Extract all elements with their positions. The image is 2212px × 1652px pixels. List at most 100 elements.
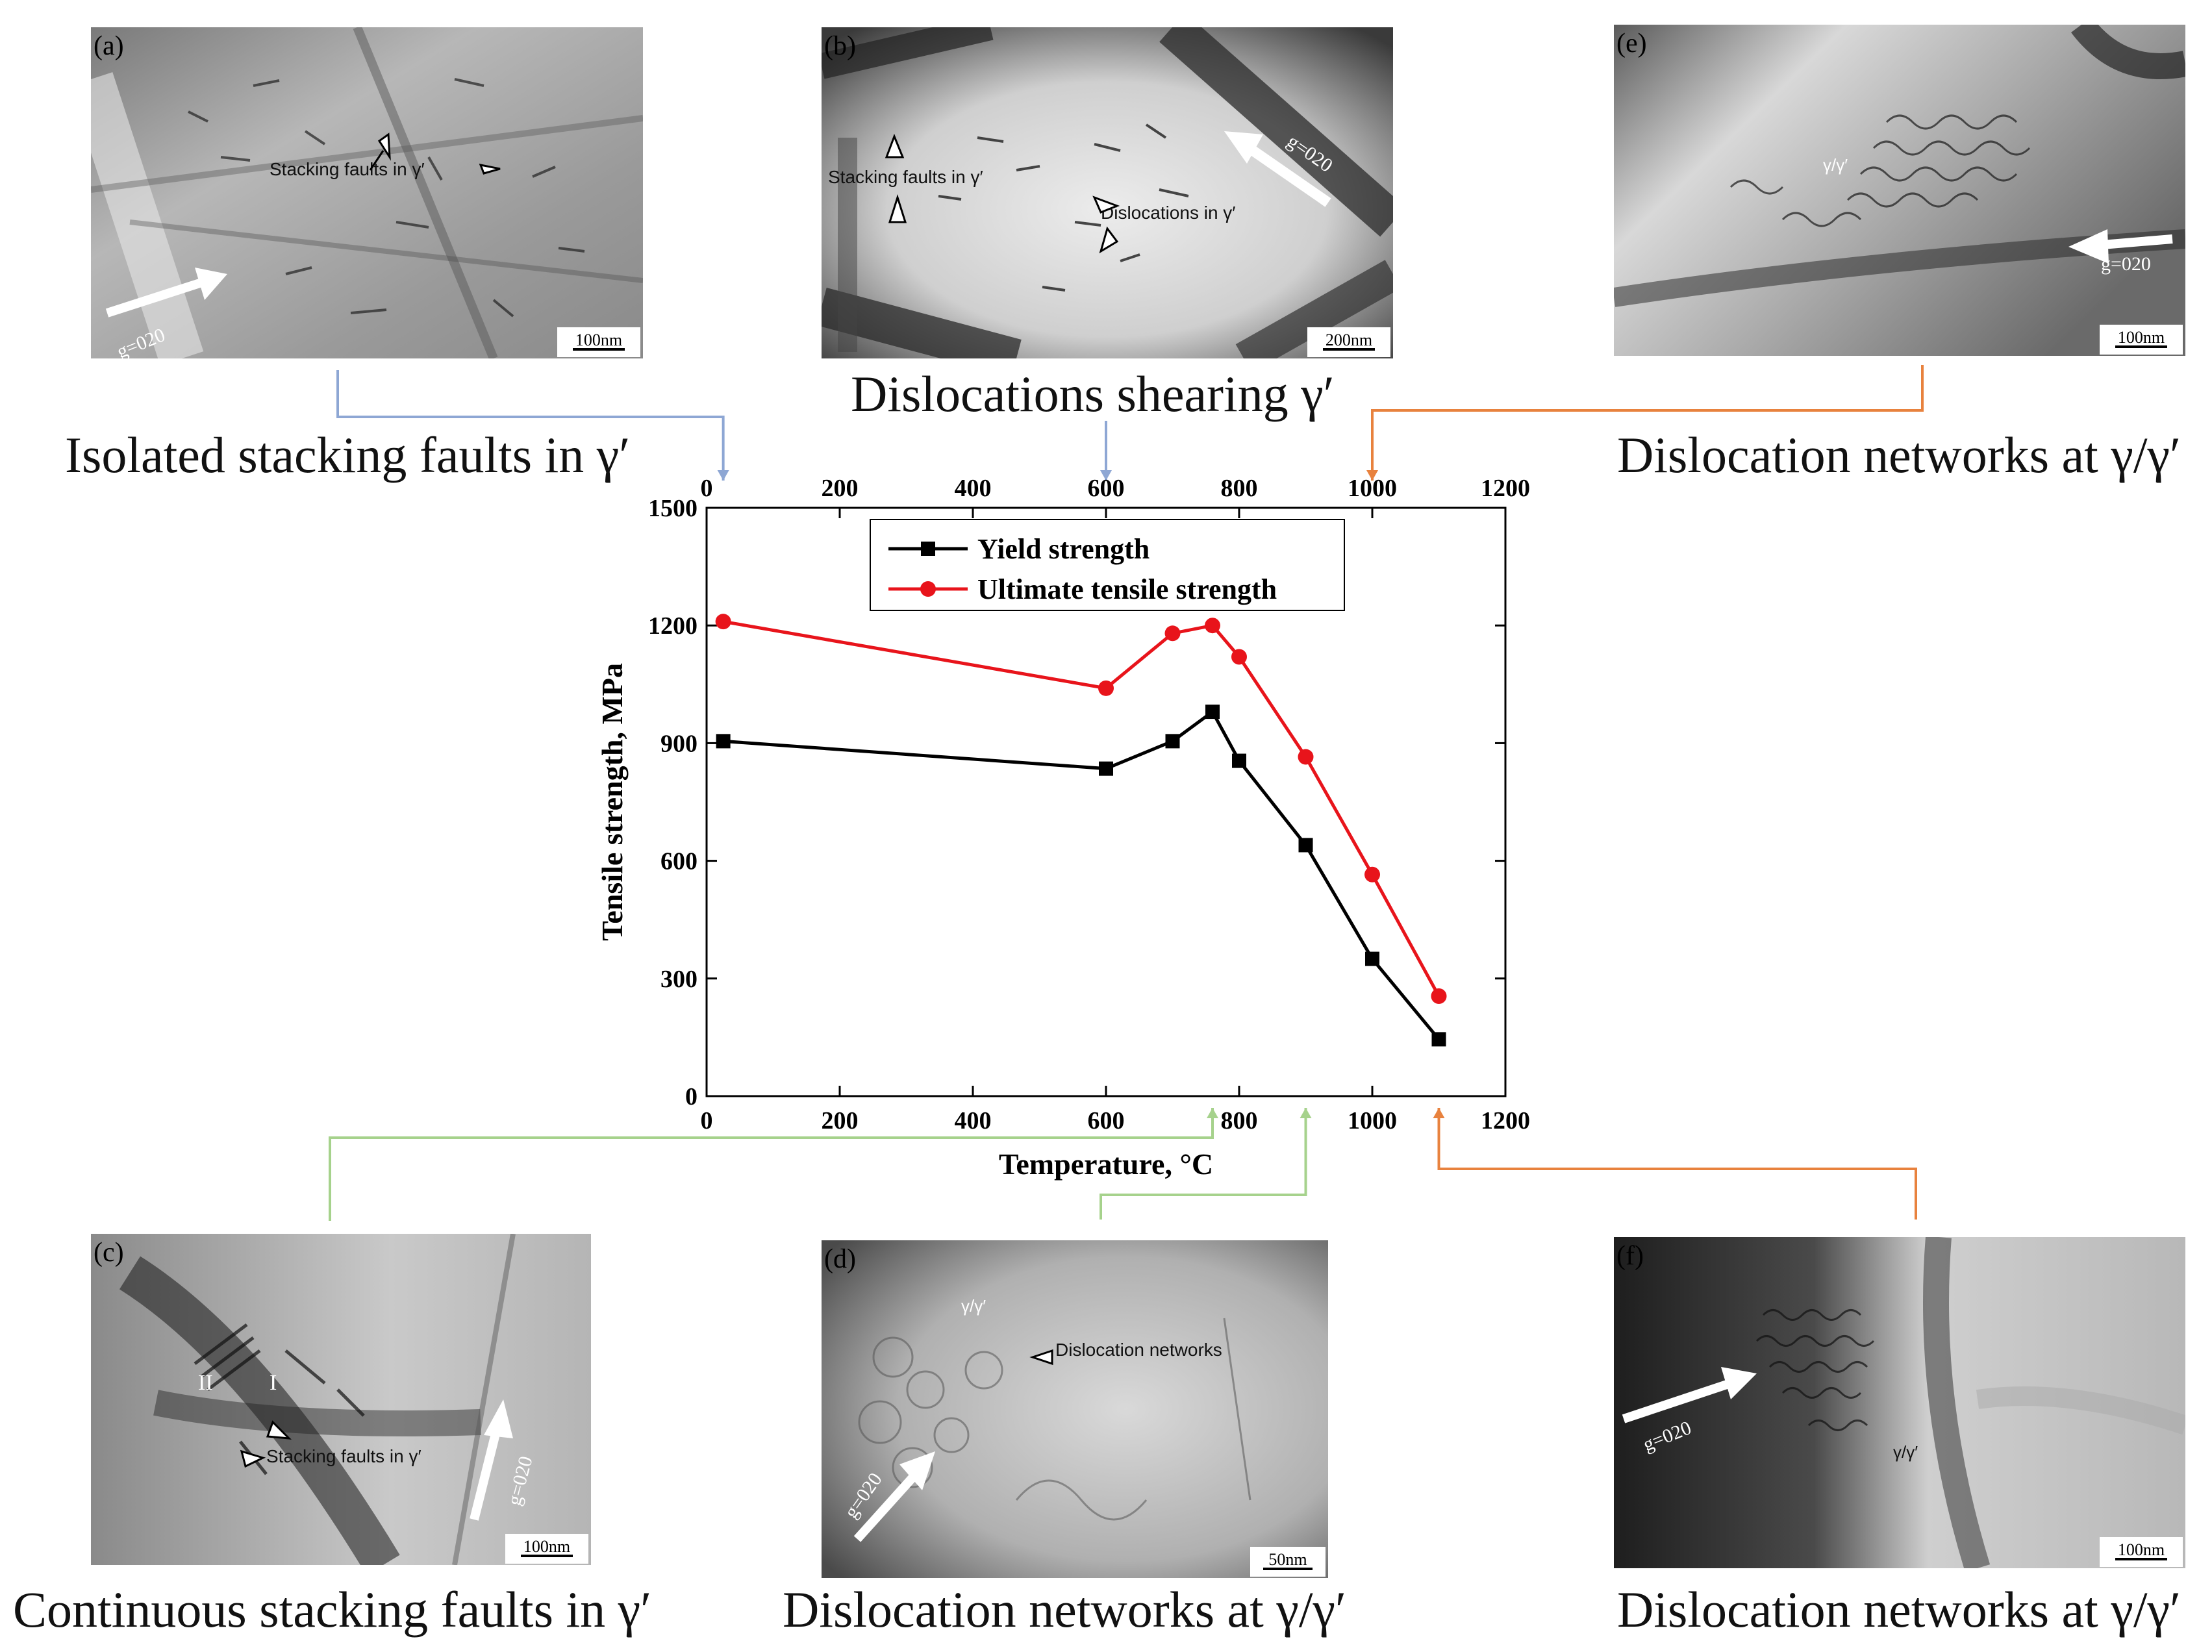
y-tick-label: 1500 <box>648 495 698 522</box>
data-point <box>1298 838 1313 853</box>
data-point <box>1232 753 1246 768</box>
g-vector-arrowhead <box>1224 131 1263 164</box>
scale-bar-box <box>557 327 640 357</box>
connector-a <box>336 370 725 481</box>
x-axis-label: Temperature, °C <box>999 1147 1213 1181</box>
annotation-text: γ/γ′ <box>961 1296 986 1316</box>
annotation-text: Stacking faults in γ′ <box>270 159 425 179</box>
scale-bar-box <box>1307 327 1390 357</box>
scale-bar-box <box>1250 1547 1326 1577</box>
data-point <box>1298 749 1314 765</box>
panel-tag: (d) <box>824 1244 856 1274</box>
panel-tag: (e) <box>1616 29 1647 58</box>
caption-b: Dislocations shearing γ′ <box>851 366 1335 422</box>
caption-e: Dislocation networks at γ/γ′ <box>1617 427 2181 483</box>
annotation-arrow <box>240 1449 266 1468</box>
g-vector-arrowhead <box>2068 229 2109 264</box>
annotation-text: Dislocations in γ′ <box>1101 203 1236 223</box>
g-vector-arrow <box>470 1427 501 1521</box>
annotation-arrow <box>479 163 501 175</box>
scale-bar-label: 100nm <box>2118 328 2165 347</box>
g-vector-arrow <box>853 1471 920 1542</box>
x-tick-label: 600 <box>1088 1107 1125 1134</box>
data-point <box>1364 866 1380 882</box>
x-tick-label-top: 0 <box>701 475 713 502</box>
series-line <box>723 620 1440 997</box>
connector-c <box>329 1108 1214 1221</box>
connector-arrowhead <box>1300 1108 1312 1118</box>
legend-marker <box>920 581 936 597</box>
connector-f <box>1437 1108 1917 1220</box>
data-point <box>716 734 731 749</box>
g-vector-arrow <box>1240 140 1331 207</box>
scale-bar-label: 100nm <box>2118 1540 2165 1559</box>
panel-tag: (f) <box>1616 1241 1644 1271</box>
g-vector-arrow <box>105 276 210 318</box>
series-ultimate-tensile-strength <box>715 614 1447 1004</box>
data-point <box>1164 625 1181 642</box>
x-tick-label-top: 800 <box>1221 475 1258 502</box>
x-tick-label-top: 200 <box>822 475 859 502</box>
y-tick-label: 0 <box>685 1083 698 1110</box>
x-tick-label: 1000 <box>1348 1107 1397 1134</box>
connector-arrowhead <box>1433 1108 1445 1118</box>
micrograph-b: (b) Stacking faults in γ′ Dislocations i… <box>822 27 1393 358</box>
legend-box <box>870 519 1345 611</box>
annotation-arrow <box>1029 1349 1053 1366</box>
x-tick-label: 400 <box>955 1107 992 1134</box>
caption-c: Continuous stacking faults in γ′ <box>13 1581 652 1638</box>
y-axis-label: Tensile strength, MPa <box>596 663 629 941</box>
g-vector-arrow <box>1622 1379 1733 1423</box>
scale-bar-box <box>2100 325 2183 355</box>
annotation-arrow <box>1092 195 1120 214</box>
connector-e <box>1371 365 1924 481</box>
series-layer <box>715 614 1447 1047</box>
series-yield-strength <box>716 705 1446 1047</box>
annotation-text: I <box>270 1371 277 1395</box>
caption-d: Dislocation networks at γ/γ′ <box>783 1581 1347 1638</box>
connector-arrowhead <box>717 470 729 481</box>
panel-tag: (c) <box>94 1238 124 1268</box>
annotation-text: II <box>198 1371 213 1395</box>
x-tick-label-top: 400 <box>955 475 992 502</box>
connectors <box>329 365 1924 1221</box>
data-point <box>1098 680 1114 696</box>
g-vector-arrowhead <box>195 268 227 300</box>
scale-bar-label: 50nm <box>1268 1550 1307 1569</box>
annotation-text: Stacking faults in γ′ <box>828 167 983 187</box>
x-tick-label: 0 <box>701 1107 713 1134</box>
x-tick-label-top: 600 <box>1088 475 1125 502</box>
y-tick-label: 300 <box>660 966 698 993</box>
scale-bar-label: 100nm <box>575 331 622 349</box>
annotation-arrow <box>888 194 907 223</box>
connector-arrowhead <box>1207 1108 1218 1118</box>
micrograph-d: (d) γ/γ′ Dislocation networks g=020 50nm <box>822 1240 1328 1578</box>
x-tick-label: 800 <box>1221 1107 1258 1134</box>
connector-arrowhead <box>1366 470 1378 481</box>
scale-bar-box <box>505 1534 588 1564</box>
g-vector-arrowhead <box>899 1451 935 1490</box>
y-tick-label: 900 <box>660 730 698 757</box>
y-tick-label: 600 <box>660 848 698 875</box>
y-tick-label: 1200 <box>648 612 698 640</box>
micrograph-e: (e) γ/γ′ g=020 100nm <box>1614 25 2185 356</box>
scale-bar-label: 200nm <box>1326 331 1372 349</box>
annotation-arrow <box>266 1420 292 1440</box>
x-tick-label: 200 <box>822 1107 859 1134</box>
legend: Yield strength Ultimate tensile strength <box>870 519 1345 611</box>
annotation-arrow <box>885 133 905 158</box>
axes: 0020020040040060060080080010001000120012… <box>648 475 1530 1134</box>
g-vector-arrowhead <box>484 1399 513 1438</box>
series-line <box>723 709 1440 1041</box>
micrograph-f: (f) γ/γ′ g=020 100nm <box>1614 1237 2185 1568</box>
data-point <box>1431 1032 1446 1047</box>
data-point <box>1099 761 1113 776</box>
micrograph-a: (a) Stacking faults in γ′ g=020 100nm <box>91 27 643 358</box>
annotation-arrow <box>369 132 391 171</box>
scale-bar-box <box>2100 1537 2183 1567</box>
x-tick-label-top: 1000 <box>1348 475 1397 502</box>
x-tick-label: 1200 <box>1481 1107 1530 1134</box>
annotation-text: Dislocation networks <box>1055 1340 1222 1360</box>
legend-label: Ultimate tensile strength <box>977 573 1277 605</box>
